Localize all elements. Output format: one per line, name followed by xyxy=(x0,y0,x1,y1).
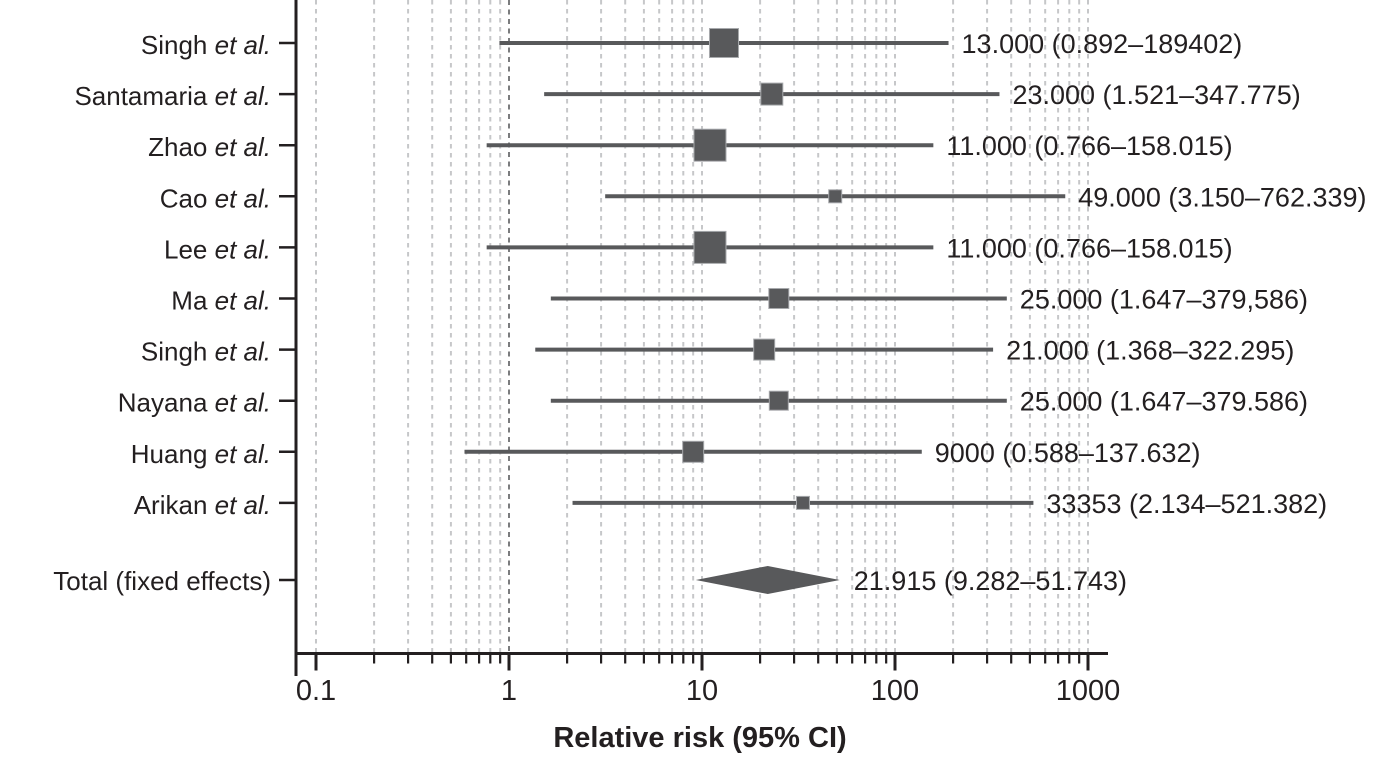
study-label: Arikan et al. xyxy=(134,490,271,520)
x-axis-tick-label: 100 xyxy=(871,675,919,707)
study-marker xyxy=(828,189,843,204)
x-axis-title: Relative risk (95% CI) xyxy=(553,722,846,754)
study-label: Lee et al. xyxy=(164,234,271,264)
total-annotation: 21.915 (9.282–51.743) xyxy=(854,566,1127,596)
study-marker xyxy=(693,128,727,162)
x-axis-tick-label: 1 xyxy=(501,675,517,707)
total-label: Total (fixed effects) xyxy=(53,566,271,596)
study-annotation: 25.000 (1.647–379.586) xyxy=(1020,387,1308,417)
study-marker xyxy=(768,390,789,411)
study-annotation: 33353 (2.134–521.382) xyxy=(1046,489,1327,519)
x-axis-tick-label: 10 xyxy=(686,675,718,707)
study-marker xyxy=(693,230,727,264)
study-marker xyxy=(753,338,776,361)
study-label: Singh et al. xyxy=(141,337,271,367)
study-annotation: 11.000 (0.766–158.015) xyxy=(946,131,1232,161)
total-diamond xyxy=(695,566,840,594)
study-annotation: 25.000 (1.647–379,586) xyxy=(1020,285,1308,315)
study-marker xyxy=(768,288,790,309)
study-annotation: 13.000 (0.892–189402) xyxy=(962,29,1243,59)
study-label: Zhao et al. xyxy=(148,132,271,162)
study-label: Huang et al. xyxy=(131,439,271,469)
study-marker xyxy=(682,440,705,463)
study-label: Nayana et al. xyxy=(118,388,271,418)
study-label: Santamaria et al. xyxy=(74,81,271,111)
study-marker xyxy=(760,82,784,106)
study-annotation: 11.000 (0.766–158.015) xyxy=(946,233,1232,263)
study-annotation: 23.000 (1.521–347.775) xyxy=(1012,80,1300,110)
study-label: Cao et al. xyxy=(160,183,271,213)
x-axis-tick-label: 0.1 xyxy=(296,675,336,707)
study-label: Ma et al. xyxy=(171,286,271,316)
study-annotation: 49.000 (3.150–762.339) xyxy=(1078,182,1366,212)
study-annotation: 9000 (0.588–137.632) xyxy=(935,438,1201,468)
study-marker xyxy=(708,28,739,58)
x-axis-tick-label: 1000 xyxy=(1056,675,1121,707)
study-label: Singh et al. xyxy=(141,30,271,60)
study-marker xyxy=(795,495,810,510)
study-annotation: 21.000 (1.368–322.295) xyxy=(1006,336,1294,366)
